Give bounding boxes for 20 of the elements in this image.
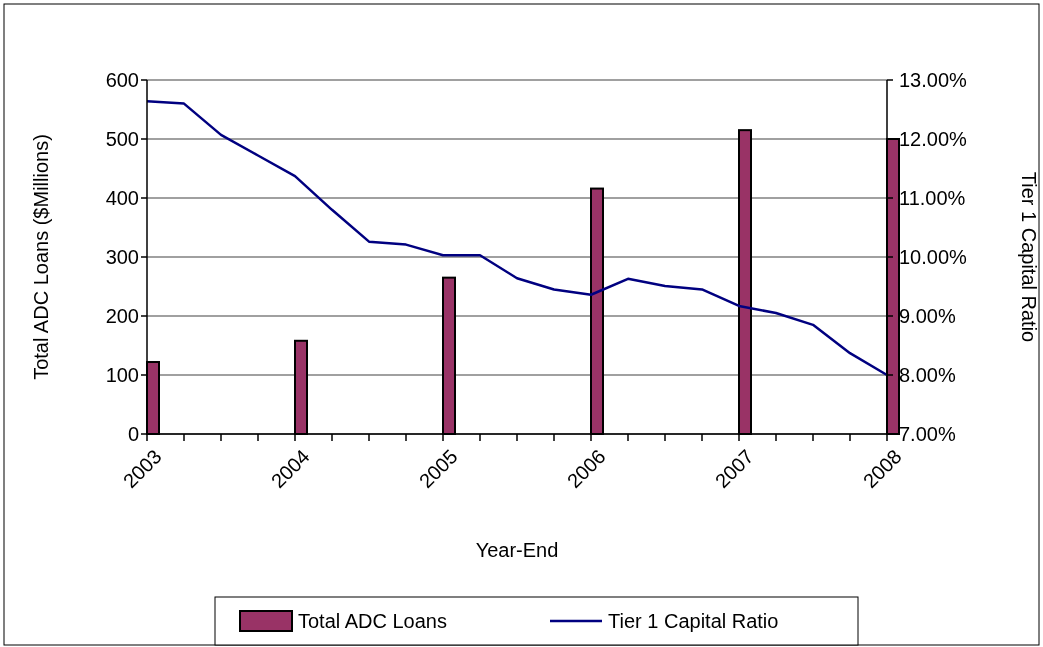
y2-tick-label: 10.00% xyxy=(899,246,968,268)
y-tick-label: 500 xyxy=(105,128,139,150)
y-tick-label: 0 xyxy=(127,423,139,445)
y-tick-label: 600 xyxy=(105,69,139,91)
y-tick-label: 400 xyxy=(105,187,139,209)
y2-axis-title: Tier 1 Capital Ratio xyxy=(1018,171,1040,343)
y-tick-label: 100 xyxy=(105,364,139,386)
y-tick-label: 200 xyxy=(105,305,139,327)
legend-label: Tier 1 Capital Ratio xyxy=(608,610,779,632)
y2-tick-label: 9.00% xyxy=(899,305,956,327)
y2-tick-label: 8.00% xyxy=(899,364,956,386)
y-tick-label: 300 xyxy=(105,246,139,268)
y2-tick-label: 13.00% xyxy=(899,69,968,91)
x-axis-title: Year-End xyxy=(475,539,559,561)
y2-tick-label: 11.00% xyxy=(899,187,966,209)
line-series xyxy=(145,99,889,377)
y2-tick-label: 12.00% xyxy=(899,128,968,150)
legend-label: Total ADC Loans xyxy=(298,610,447,632)
y-axis-title: Total ADC Loans ($Millions) xyxy=(30,134,52,380)
y2-tick-label: 7.00% xyxy=(899,423,956,445)
